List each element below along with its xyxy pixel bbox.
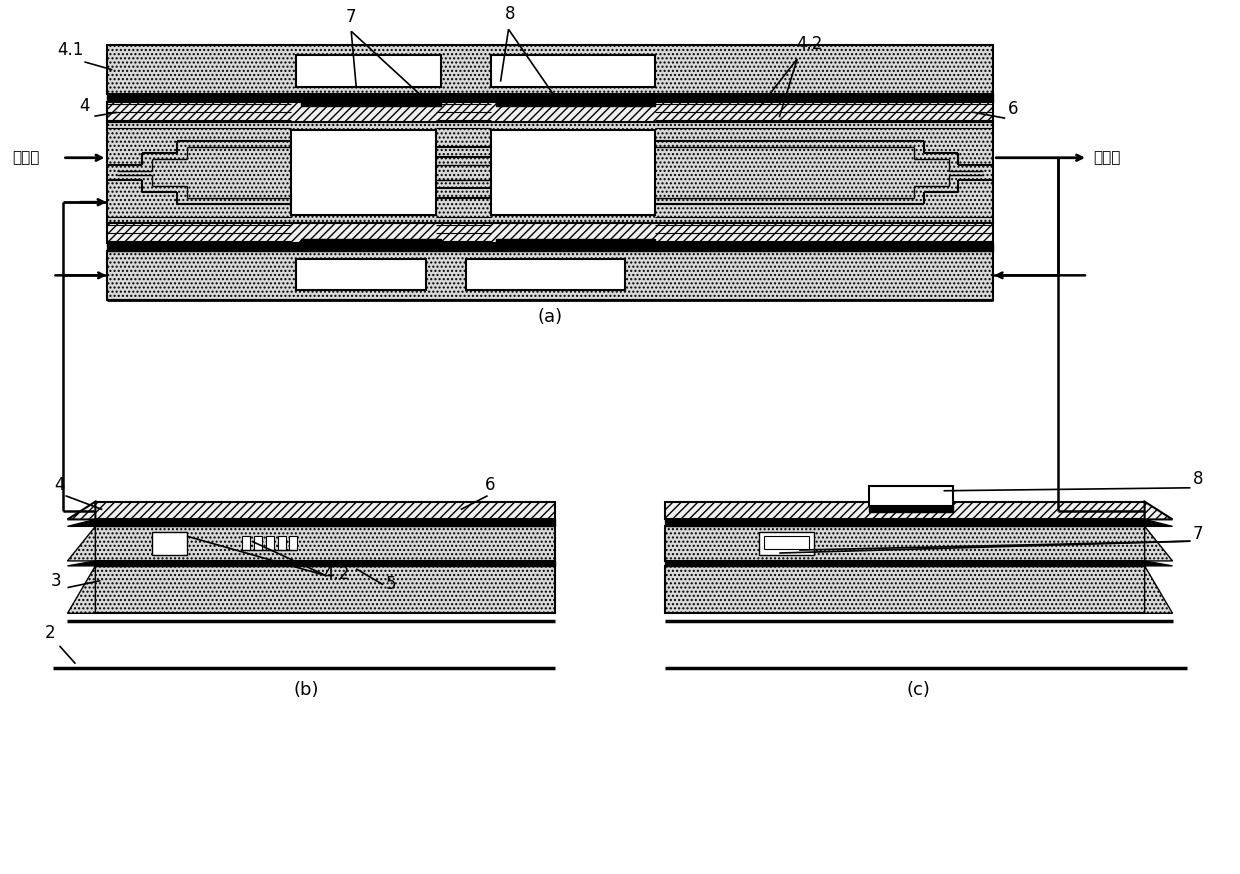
Bar [108, 251, 993, 300]
Text: 7: 7 [1193, 525, 1203, 543]
Bar [665, 502, 1145, 519]
Bar [491, 130, 655, 215]
Bar [759, 532, 815, 555]
Bar [869, 486, 954, 505]
Bar [665, 519, 1145, 526]
Bar [665, 526, 1145, 561]
Bar [108, 102, 993, 122]
Bar [95, 519, 556, 526]
Text: 调制光: 调制光 [1092, 150, 1120, 165]
Text: 6: 6 [485, 475, 496, 494]
Polygon shape [67, 502, 95, 519]
Bar [278, 537, 285, 550]
Bar [108, 94, 993, 102]
Bar [764, 537, 810, 549]
Bar [95, 561, 556, 565]
Text: 4: 4 [55, 475, 64, 494]
Bar [254, 537, 262, 550]
Bar [95, 502, 556, 519]
Text: 6: 6 [1008, 101, 1019, 118]
Bar [153, 532, 187, 555]
Text: 4: 4 [79, 97, 89, 115]
Bar [665, 565, 1145, 614]
Bar [301, 101, 440, 107]
Bar [869, 505, 954, 511]
Text: 4.2: 4.2 [796, 35, 822, 53]
Text: 入射光: 入射光 [12, 150, 40, 165]
Text: 8: 8 [1193, 470, 1203, 488]
Bar [665, 561, 1145, 565]
Polygon shape [1145, 502, 1173, 519]
Polygon shape [1145, 565, 1173, 614]
Bar [108, 45, 993, 94]
Text: 4.2: 4.2 [324, 565, 350, 583]
Bar [265, 537, 274, 550]
Bar [466, 259, 625, 290]
Polygon shape [1145, 519, 1173, 526]
Polygon shape [67, 526, 95, 561]
Text: 2: 2 [45, 624, 55, 642]
Text: 7: 7 [346, 9, 356, 26]
Bar [496, 239, 655, 244]
Bar [108, 243, 993, 251]
Bar [296, 259, 425, 290]
Text: (c): (c) [906, 682, 930, 699]
Text: 8: 8 [505, 5, 516, 24]
Bar [95, 526, 556, 561]
Bar [296, 55, 440, 87]
Bar [242, 537, 249, 550]
Text: 3: 3 [51, 572, 61, 590]
Bar [95, 565, 556, 614]
Text: (b): (b) [294, 682, 319, 699]
Text: 4.1: 4.1 [57, 41, 83, 59]
Polygon shape [1145, 526, 1173, 561]
Bar [291, 130, 435, 215]
Bar [108, 223, 993, 243]
Bar [491, 55, 655, 87]
Text: (a): (a) [538, 308, 563, 326]
Bar [496, 101, 655, 107]
Polygon shape [67, 565, 95, 614]
Bar [289, 537, 298, 550]
Polygon shape [1145, 561, 1173, 565]
Bar [108, 122, 993, 223]
Polygon shape [67, 519, 95, 526]
Text: 5: 5 [386, 574, 397, 593]
Bar [301, 239, 440, 244]
Polygon shape [67, 561, 95, 565]
